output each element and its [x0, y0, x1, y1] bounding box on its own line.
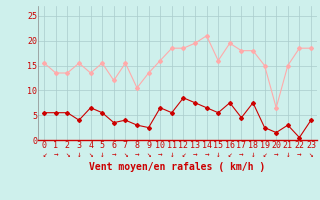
Text: →: → [53, 150, 58, 159]
Text: ↙: ↙ [262, 150, 267, 159]
Text: →: → [111, 150, 116, 159]
Text: ↓: ↓ [216, 150, 220, 159]
Text: ↓: ↓ [285, 150, 290, 159]
Text: ↓: ↓ [77, 150, 81, 159]
Text: ↓: ↓ [100, 150, 105, 159]
Text: →: → [297, 150, 302, 159]
Text: ↙: ↙ [42, 150, 46, 159]
Text: →: → [204, 150, 209, 159]
Text: →: → [193, 150, 197, 159]
Text: ↘: ↘ [123, 150, 128, 159]
Text: →: → [158, 150, 163, 159]
Text: →: → [239, 150, 244, 159]
Text: ↓: ↓ [170, 150, 174, 159]
Text: ↘: ↘ [65, 150, 70, 159]
Text: ↘: ↘ [146, 150, 151, 159]
X-axis label: Vent moyen/en rafales ( km/h ): Vent moyen/en rafales ( km/h ) [90, 161, 266, 171]
Text: →: → [135, 150, 139, 159]
Text: →: → [274, 150, 278, 159]
Text: ↓: ↓ [251, 150, 255, 159]
Text: ↘: ↘ [88, 150, 93, 159]
Text: ↙: ↙ [181, 150, 186, 159]
Text: ↘: ↘ [309, 150, 313, 159]
Text: ↙: ↙ [228, 150, 232, 159]
